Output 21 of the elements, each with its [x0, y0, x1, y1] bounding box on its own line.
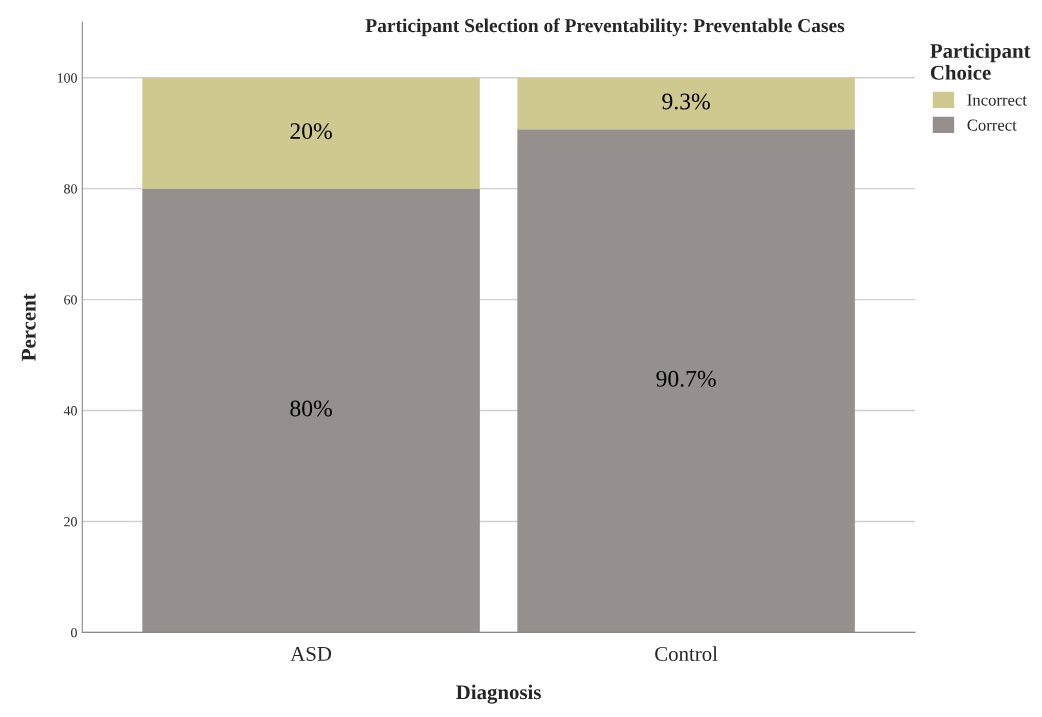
x-tick-label: ASD — [290, 646, 332, 661]
legend-title: Participant Choice — [930, 43, 1031, 80]
y-tick-label: 80 — [64, 184, 77, 194]
y-tick-label: 100 — [57, 73, 77, 83]
data-label: 20% — [290, 123, 332, 140]
y-axis-title: Percent — [21, 293, 36, 361]
legend-label: Correct — [967, 119, 1017, 131]
x-axis-title: Diagnosis — [456, 684, 541, 704]
legend-label: Incorrect — [967, 94, 1027, 106]
bar — [142, 188, 480, 633]
y-tick-label: 40 — [63, 406, 77, 416]
y-tick-label: 60 — [64, 295, 77, 305]
data-label: 80% — [290, 400, 332, 417]
data-label: 9.3% — [662, 93, 710, 110]
data-label: 90.7% — [656, 370, 716, 387]
y-tick-label: 0 — [71, 627, 77, 638]
bar — [517, 77, 855, 130]
bar — [142, 77, 480, 189]
chart-title: Participant Selection of Preventability: Preventable Cases — [365, 18, 845, 37]
x-tick-label: Control — [655, 646, 718, 661]
y-tick-label: 20 — [64, 517, 77, 527]
